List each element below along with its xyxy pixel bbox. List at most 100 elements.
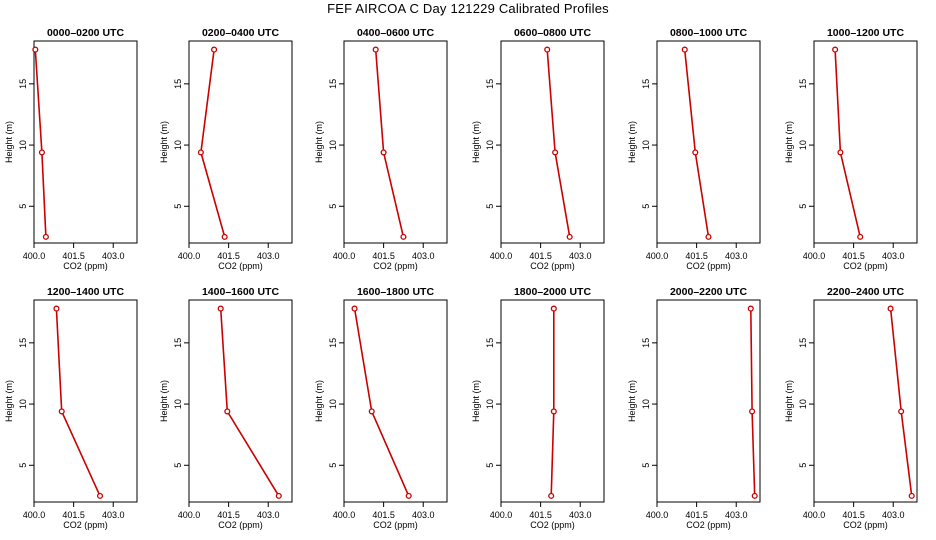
panel-10-data-point [550,408,557,415]
panel-4-x-tick-label: 401.5 [529,251,552,261]
panel-10-data-point [548,492,555,499]
panel-7-x-tick-label: 400.0 [23,510,46,520]
panel-12-title: 2200–2400 UTC [827,286,904,298]
panel-12-y-axis-label: Height (m) [784,380,794,422]
panel-1-y-tick-label: 15 [18,79,28,89]
panel-2-y-tick-label: 15 [173,79,183,89]
panel-1-x-tick-label: 403.0 [102,251,125,261]
panel-6-data-point [837,149,844,156]
panel-4-y-axis-label: Height (m) [471,121,481,163]
panel-1-x-tick-label: 400.0 [23,251,46,261]
panel-3-data-point [400,233,407,240]
panel-2-x-tick-label: 403.0 [257,251,280,261]
panel-7-x-axis-label: CO2 (ppm) [63,520,108,530]
panel-10-y-tick-label: 15 [485,338,495,348]
panel-9-data-point [368,408,375,415]
panel-7-data-point [53,305,60,312]
panel-12-data-point [908,492,915,499]
panel-5-x-tick-label: 400.0 [646,251,669,261]
panel-6-y-axis-label: Height (m) [784,121,794,163]
panel-11-data-point [751,492,758,499]
panel-12-data-point [898,408,905,415]
panel-11-x-tick-label: 403.0 [725,510,748,520]
panel-6-frame [813,40,918,244]
panel-3-y-tick-label: 5 [328,204,338,209]
panel-7-data-point [58,408,65,415]
panel-1-frame [33,40,138,244]
panel-2-data-point [197,149,204,156]
panel-5-y-tick-label: 10 [641,140,651,150]
panel-5-y-tick-label: 5 [641,204,651,209]
panel-10-y-tick-label: 10 [485,399,495,409]
panel-5-data-point [681,46,688,53]
panel-1-title: 0000–0200 UTC [47,27,124,39]
panel-10-y-tick-label: 5 [485,463,495,468]
panel-3-profile-line [374,49,405,238]
panel-6-title: 1000–1200 UTC [827,27,904,39]
panel-1-x-axis-label: CO2 (ppm) [63,261,108,271]
panel-4-profile-line [546,49,571,238]
panel-11-y-tick-label: 5 [641,463,651,468]
panel-11-data-point [747,305,754,312]
panel-9-y-axis-label: Height (m) [314,380,324,422]
panel-7-x-tick-label: 401.5 [62,510,85,520]
panel-11-x-axis-label: CO2 (ppm) [686,520,731,530]
panel-8-title: 1400–1600 UTC [202,286,279,298]
panel-3-y-tick-label: 15 [328,79,338,89]
panel-1-x-tick-label: 401.5 [62,251,85,261]
panel-5-data-point [705,233,712,240]
panel-10-x-tick-label: 403.0 [569,510,592,520]
panel-11-x-tick-label: 400.0 [646,510,669,520]
panel-11-frame [656,299,761,503]
panel-7-y-axis-label: Height (m) [4,380,14,422]
panel-7-y-tick-label: 10 [18,399,28,409]
panel-10-y-axis-label: Height (m) [471,380,481,422]
panel-6-y-tick-label: 15 [798,79,808,89]
panel-4-data-point [552,149,559,156]
panel-12-frame [813,299,918,503]
panel-12-y-tick-label: 10 [798,399,808,409]
panel-3-x-tick-label: 400.0 [333,251,356,261]
panel-9-y-tick-label: 15 [328,338,338,348]
panel-1-data-point [38,149,45,156]
panel-3-data-point [380,149,387,156]
panel-9-x-tick-label: 403.0 [412,510,435,520]
panel-12-x-tick-label: 403.0 [882,510,905,520]
panel-9-x-axis-label: CO2 (ppm) [373,520,418,530]
panel-9-y-tick-label: 10 [328,399,338,409]
page-title: FEF AIRCOA C Day 121229 Calibrated Profi… [327,1,609,16]
panel-5-data-point [692,149,699,156]
panel-8-frame [188,299,293,503]
panel-7-data-point [96,492,104,499]
panel-10-title: 1800–2000 UTC [514,286,591,298]
panel-9-frame [343,299,448,503]
panel-6-y-tick-label: 10 [798,140,808,150]
panel-7-x-tick-label: 403.0 [102,510,125,520]
panel-5-y-tick-label: 15 [641,79,651,89]
panel-2-x-axis-label: CO2 (ppm) [218,261,263,271]
panel-2-data-point [211,46,218,53]
panel-4-frame [500,40,605,244]
panel-4-x-tick-label: 403.0 [569,251,592,261]
panel-1-y-tick-label: 5 [18,204,28,209]
panel-2-profile-line [200,49,226,238]
panel-6-y-tick-label: 5 [798,204,808,209]
panel-11-data-point [749,408,756,415]
panel-6-x-tick-label: 401.5 [842,251,865,261]
panel-10-x-axis-label: CO2 (ppm) [530,520,575,530]
panel-8-x-tick-label: 403.0 [257,510,280,520]
panel-2-title: 0200–0400 UTC [202,27,279,39]
panel-8-x-tick-label: 401.5 [217,510,240,520]
panel-2-data-point [221,233,228,240]
panel-1-y-axis-label: Height (m) [4,121,14,163]
panel-10-x-tick-label: 400.0 [490,510,513,520]
panel-8-y-axis-label: Height (m) [159,380,169,422]
panel-3-frame [343,40,448,244]
panel-4-data-point [566,233,573,240]
panel-5-y-axis-label: Height (m) [627,121,637,163]
panel-6-profile-line [834,49,861,238]
panel-9-data-point [405,492,412,499]
panel-8-y-tick-label: 15 [173,338,183,348]
panel-9-data-point [351,305,358,312]
